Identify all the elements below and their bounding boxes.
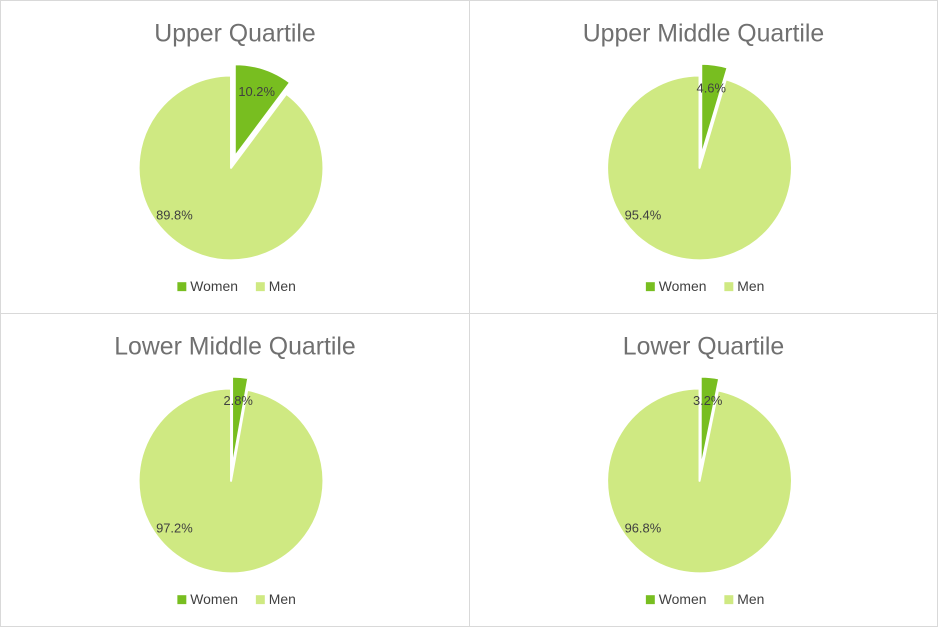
chart-panel-upper-quartile: Upper Quartile 10.2% 89.8% Women Men	[0, 0, 470, 314]
legend-label-women: Women	[659, 278, 707, 294]
pie-slice-women	[700, 62, 729, 158]
legend-label-women: Women	[659, 591, 707, 607]
pie-chart: Lower Middle Quartile 2.8% 97.2% Women Men	[114, 334, 355, 607]
data-label-women: 2.8%	[223, 393, 253, 408]
chart-title: Upper Quartile	[154, 21, 315, 48]
legend: Women Men	[177, 591, 296, 607]
chart-title: Lower Middle Quartile	[114, 334, 355, 361]
pie-chart: Upper Quartile 10.2% 89.8% Women Men	[137, 21, 325, 294]
legend-swatch-men	[724, 282, 734, 292]
legend: Women Men	[645, 278, 764, 294]
chart-title: Upper Middle Quartile	[583, 21, 825, 48]
legend-label-women: Women	[190, 278, 238, 294]
legend-label-men: Men	[737, 591, 764, 607]
data-label-women: 3.2%	[693, 393, 723, 408]
pie-slice-men	[606, 387, 793, 575]
legend: Women Men	[177, 278, 296, 294]
pie-slice-women	[233, 63, 292, 158]
pie-slice-women	[699, 375, 721, 471]
chart-title: Lower Quartile	[623, 334, 784, 361]
legend: Women Men	[645, 591, 764, 607]
legend-swatch-men	[255, 595, 265, 605]
pie-chart: Lower Quartile 3.2% 96.8% Women Men	[606, 334, 793, 607]
legend-label-men: Men	[737, 278, 764, 294]
pie-chart: Upper Middle Quartile 4.6% 95.4% Women Men	[583, 21, 825, 294]
data-label-men: 96.8%	[625, 521, 662, 536]
legend-label-men: Men	[269, 278, 296, 294]
pie-slice-women	[231, 375, 250, 471]
chart-panel-lower-quartile: Lower Quartile 3.2% 96.8% Women Men	[469, 313, 938, 627]
legend-swatch-women	[645, 282, 655, 292]
legend-swatch-men	[255, 282, 265, 292]
legend-label-women: Women	[190, 591, 238, 607]
chart-panel-lower-middle-quartile: Lower Middle Quartile 2.8% 97.2% Women Men	[0, 313, 470, 627]
chart-panel-upper-middle-quartile: Upper Middle Quartile 4.6% 95.4% Women Men	[469, 0, 938, 314]
legend-swatch-women	[645, 595, 655, 605]
legend-swatch-women	[177, 595, 187, 605]
data-label-men: 95.4%	[625, 208, 662, 223]
legend-swatch-men	[724, 595, 734, 605]
legend-swatch-women	[177, 282, 187, 292]
pie-slice-men	[137, 387, 325, 575]
data-label-women: 4.6%	[697, 81, 727, 96]
legend-label-men: Men	[269, 591, 296, 607]
pie-slice-men	[137, 74, 325, 262]
data-label-men: 97.2%	[156, 521, 193, 536]
pie-slice-men	[606, 74, 793, 262]
data-label-women: 10.2%	[238, 84, 275, 99]
data-label-men: 89.8%	[156, 208, 193, 223]
